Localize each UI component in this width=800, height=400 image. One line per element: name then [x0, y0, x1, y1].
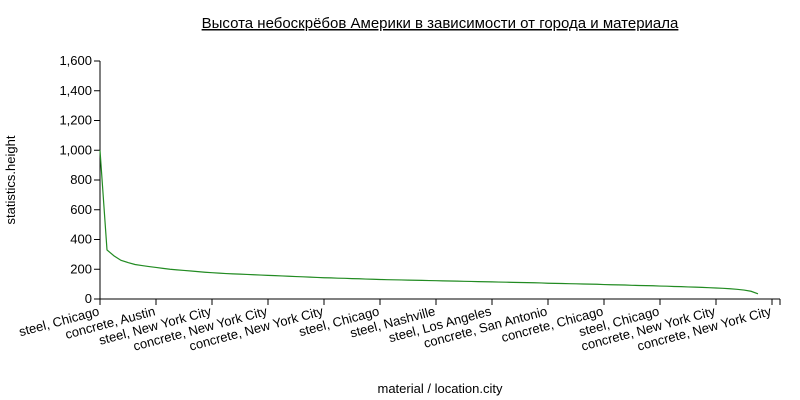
y-axis-label: statistics.height: [3, 135, 18, 224]
y-tick-label: 800: [70, 172, 92, 187]
y-tick-label: 400: [70, 232, 92, 247]
line: [99, 150, 759, 295]
chart-title: Высота небоскрёбов Америки в зависимости…: [202, 15, 679, 32]
y-tick-label: 0: [85, 291, 92, 306]
y-tick-label: 1,000: [59, 142, 92, 157]
x-axis-label: material / location.city: [378, 381, 503, 396]
y-tick-label: 1,600: [59, 53, 92, 68]
y-tick-label: 200: [70, 261, 92, 276]
y-tick-label: 1,200: [59, 113, 92, 128]
y-tick-label: 600: [70, 202, 92, 217]
y-tick-label: 1,400: [59, 83, 92, 98]
